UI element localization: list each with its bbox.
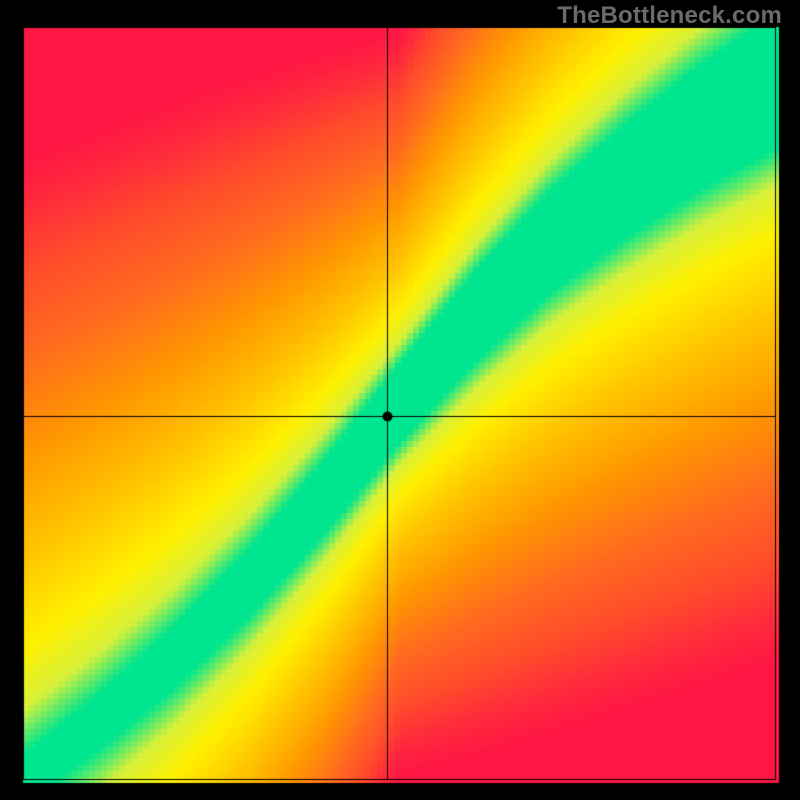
- bottleneck-heatmap: [0, 0, 800, 800]
- watermark-text: TheBottleneck.com: [557, 2, 782, 30]
